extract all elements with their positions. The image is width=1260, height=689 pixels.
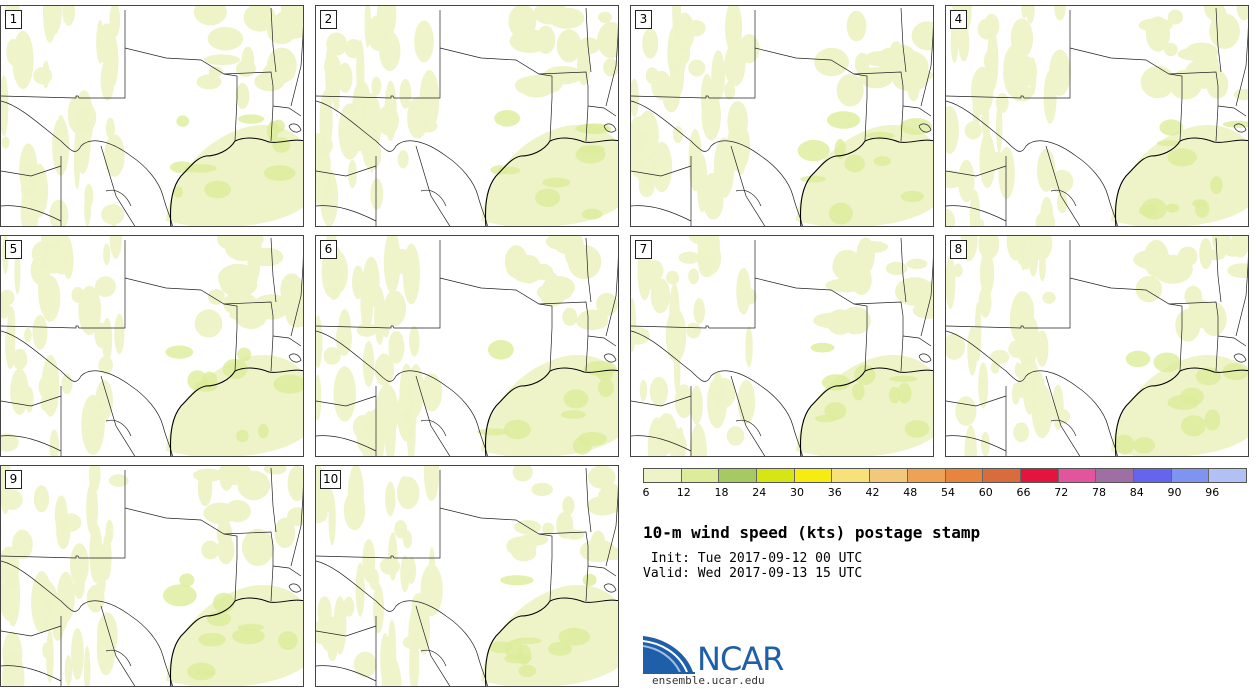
colorbar-segment	[983, 469, 1021, 482]
colorbar-tick-label: 96	[1205, 486, 1220, 499]
colorbar-tick-label: 24	[752, 486, 767, 499]
colorbar-tick-label: 78	[1092, 486, 1106, 499]
chart-title: 10-m wind speed (kts) postage stamp	[643, 523, 981, 542]
member-number: 3	[635, 10, 652, 29]
colorbar-segment	[1020, 469, 1059, 482]
wind-speed-map	[631, 6, 933, 226]
ensemble-member-panel: 7	[630, 235, 934, 457]
colorbar-tick-label: 42	[865, 486, 880, 499]
colorbar-tick-label: 6	[642, 486, 650, 499]
colorbar-segment	[1133, 469, 1172, 482]
colorbar-tick-label: 48	[903, 486, 918, 499]
member-number: 8	[950, 240, 967, 259]
colorbar-segment	[719, 469, 758, 482]
colorbar-segment	[1096, 469, 1134, 482]
init-time: Init: Tue 2017-09-12 00 UTC	[643, 551, 863, 566]
member-number: 7	[635, 240, 652, 259]
wind-speed-map	[1, 466, 303, 686]
wind-speed-map	[316, 236, 618, 456]
colorbar-tick-label: 90	[1167, 486, 1182, 499]
colorbar-segment	[681, 469, 720, 482]
ensemble-member-panel: 8	[945, 235, 1249, 457]
colorbar-tick-label: 60	[978, 486, 993, 499]
member-number: 6	[320, 240, 337, 259]
colorbar-tick-label: 18	[714, 486, 729, 499]
ensemble-member-panel: 3	[630, 5, 934, 227]
valid-time: Valid: Wed 2017-09-13 15 UTC	[643, 566, 863, 581]
colorbar-tick-label: 36	[827, 486, 842, 499]
colorbar-segment	[1058, 469, 1097, 482]
ensemble-url: ensemble.ucar.edu	[652, 674, 765, 687]
colorbar-segment	[794, 469, 833, 482]
ensemble-member-panel: 4	[945, 5, 1249, 227]
wind-speed-colorbar	[643, 468, 1247, 483]
ncar-logo-text: NCAR	[697, 640, 784, 678]
colorbar-tick-label: 12	[676, 486, 691, 499]
colorbar-tick-labels: 6 12 18 24 30 36 42 48 54 60 66 72 78 84 90 96	[643, 486, 1247, 500]
colorbar-tick-label: 54	[941, 486, 955, 499]
colorbar-segment	[1209, 469, 1246, 482]
member-number: 1	[5, 10, 22, 29]
colorbar-tick-label: 72	[1054, 486, 1069, 499]
colorbar-segment	[1171, 469, 1210, 482]
colorbar-tick-label: 66	[1016, 486, 1031, 499]
colorbar-tick-label: 84	[1129, 486, 1144, 499]
member-number: 2	[320, 10, 337, 29]
colorbar-segment	[832, 469, 871, 482]
ensemble-member-panel: 9	[0, 465, 304, 687]
ensemble-member-panel: 5	[0, 235, 304, 457]
wind-speed-map	[631, 236, 933, 456]
ensemble-member-panel: 1	[0, 5, 304, 227]
ensemble-member-panel: 2	[315, 5, 619, 227]
ensemble-member-panel: 6	[315, 235, 619, 457]
colorbar-segment	[644, 469, 682, 482]
wind-speed-map	[946, 236, 1248, 456]
ensemble-member-panel: 10	[315, 465, 619, 687]
colorbar-segment	[757, 469, 795, 482]
ncar-logo-icon	[643, 636, 695, 674]
member-number: 10	[320, 470, 342, 489]
member-number: 4	[950, 10, 967, 29]
colorbar-segment	[945, 469, 984, 482]
colorbar-tick-label: 30	[790, 486, 804, 499]
colorbar-segment	[870, 469, 908, 482]
wind-speed-map	[1, 6, 303, 226]
colorbar-segment	[907, 469, 946, 482]
wind-speed-map	[316, 6, 618, 226]
member-number: 9	[5, 470, 22, 489]
member-number: 5	[5, 240, 22, 259]
wind-speed-map	[946, 6, 1248, 226]
wind-speed-map	[316, 466, 618, 686]
wind-speed-map	[1, 236, 303, 456]
